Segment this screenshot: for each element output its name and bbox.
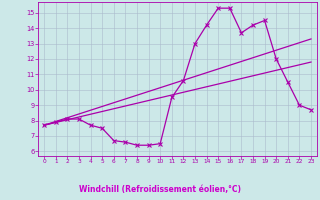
Text: Windchill (Refroidissement éolien,°C): Windchill (Refroidissement éolien,°C) xyxy=(79,185,241,194)
